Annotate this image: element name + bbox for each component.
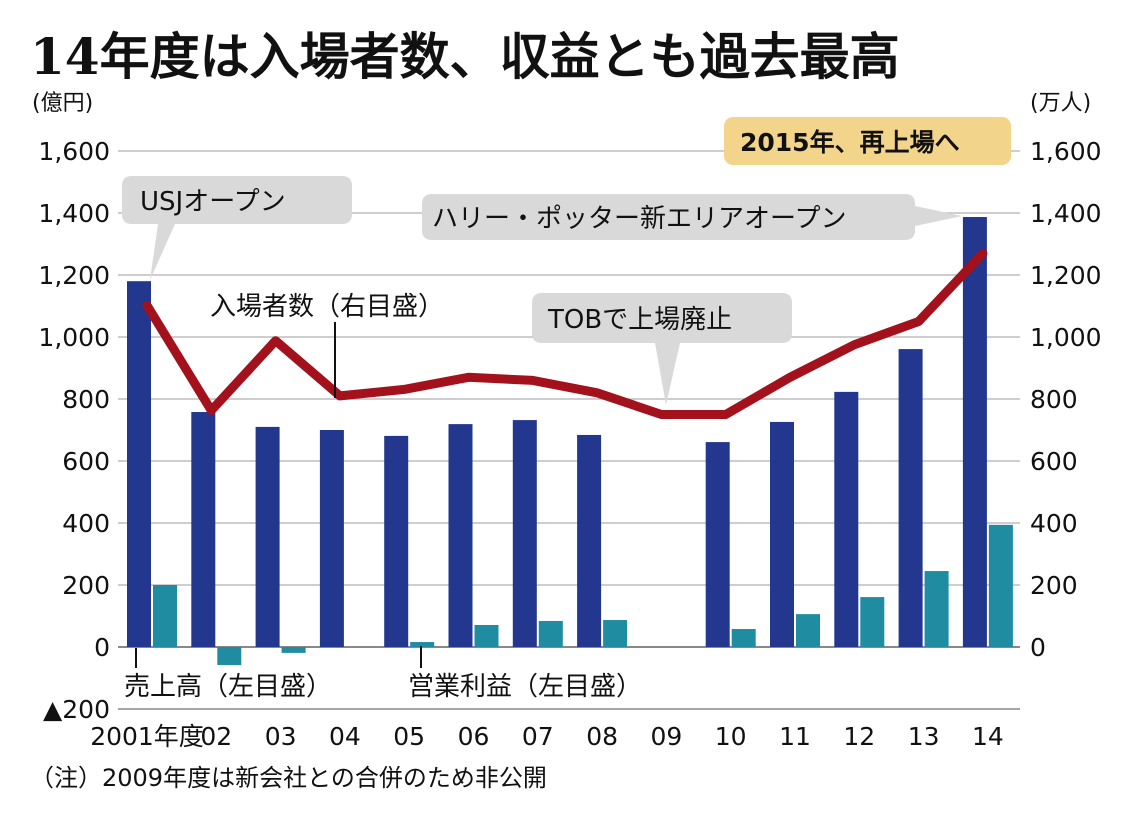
- sales-bar: [255, 426, 280, 647]
- left-axis-unit: (億円): [32, 91, 93, 116]
- sales-bar: [834, 391, 859, 647]
- left-tick-label: ▲200: [43, 695, 110, 724]
- profit-bar: [924, 571, 949, 647]
- visitors-line: [142, 248, 988, 419]
- sales-bar: [384, 435, 409, 647]
- sales-series-label: 売上高（左目盛）: [124, 672, 332, 702]
- sales-bar: [191, 412, 216, 647]
- left-tick-label: 800: [62, 385, 110, 414]
- x-tick-label: 07: [522, 722, 554, 751]
- x-tick-label: 14: [972, 722, 1004, 751]
- x-tick-label: 12: [843, 722, 875, 751]
- profit-bar: [731, 629, 756, 647]
- left-tick-label: 200: [62, 571, 110, 600]
- profit-bar: [538, 620, 563, 647]
- annotation-usj-open: USJオープン: [140, 187, 286, 217]
- sales-bar: [319, 430, 344, 647]
- right-axis-ticks: 0 200 400 600 800 1,000 1,200 1,400 1,600: [1030, 137, 1102, 662]
- right-tick-label: 200: [1030, 571, 1078, 600]
- right-tick-label: 1,600: [1030, 137, 1102, 166]
- footnote: （注）2009年度は新会社との合併のため非公開: [30, 764, 547, 792]
- right-tick-label: 600: [1030, 447, 1078, 476]
- left-tick-label: 1,000: [38, 323, 110, 352]
- annotation-harry-potter: ハリー・ポッター新エリアオープン: [432, 204, 846, 234]
- callout-relisting: 2015年、再上場へ: [724, 117, 1011, 165]
- x-tick-label: 09: [650, 722, 682, 751]
- bars: [127, 217, 1013, 665]
- x-tick-label: 2001年度: [90, 722, 204, 751]
- x-tick-label: 02: [200, 722, 232, 751]
- sales-bar: [448, 424, 473, 647]
- profit-bar: [603, 620, 628, 647]
- left-tick-label: 400: [62, 509, 110, 538]
- left-tick-label: 1,200: [38, 261, 110, 290]
- right-tick-label: 1,000: [1030, 323, 1102, 352]
- x-tick-label: 13: [908, 722, 940, 751]
- visitors-series-label: 入場者数（右目盛）: [210, 292, 444, 322]
- sales-bar: [898, 349, 923, 647]
- annotation-tob: TOBで上場廃止: [547, 305, 732, 335]
- left-tick-label: 0: [94, 633, 110, 662]
- right-tick-label: 1,200: [1030, 261, 1102, 290]
- x-tick-label: 04: [329, 722, 361, 751]
- left-tick-label: 1,600: [38, 137, 110, 166]
- callout-usj-open: USJオープン: [122, 176, 352, 280]
- right-tick-label: 400: [1030, 509, 1078, 538]
- callout-tob: TOBで上場廃止: [532, 293, 792, 405]
- x-tick-label: 11: [779, 722, 811, 751]
- profit-bar: [860, 597, 885, 647]
- profit-bar: [217, 647, 242, 665]
- profit-series-label: 営業利益（左目盛）: [408, 672, 642, 702]
- left-tick-label: 600: [62, 447, 110, 476]
- profit-bar: [988, 524, 1013, 647]
- profit-bar: [796, 614, 820, 647]
- profit-bar: [410, 642, 435, 647]
- sales-bar: [577, 434, 602, 647]
- right-tick-label: 800: [1030, 385, 1078, 414]
- profit-bar: [153, 585, 177, 647]
- annotation-relisting: 2015年、再上場へ: [740, 128, 960, 157]
- left-axis-ticks: ▲200 0 200 400 600 800 1,000 1,200 1,400 1,600: [38, 137, 110, 724]
- right-tick-label: 0: [1030, 633, 1046, 662]
- left-tick-label: 1,400: [38, 199, 110, 228]
- x-tick-label: 08: [586, 722, 618, 751]
- x-tick-label: 03: [265, 722, 297, 751]
- x-tick-label: 05: [393, 722, 425, 751]
- callout-harry-potter: ハリー・ポッター新エリアオープン: [422, 194, 962, 240]
- sales-bar: [705, 442, 730, 647]
- x-tick-label: 10: [715, 722, 747, 751]
- x-tick-label: 06: [458, 722, 490, 751]
- profit-bar: [281, 647, 306, 653]
- sales-bar: [770, 421, 794, 647]
- sales-bar: [962, 217, 987, 647]
- right-axis-unit: (万人): [1030, 91, 1091, 116]
- right-tick-label: 1,400: [1030, 199, 1102, 228]
- profit-bar: [474, 624, 499, 647]
- sales-bar: [127, 281, 151, 647]
- sales-bar: [512, 420, 537, 647]
- chart-title: 14年度は入場者数、収益とも過去最高: [30, 27, 900, 86]
